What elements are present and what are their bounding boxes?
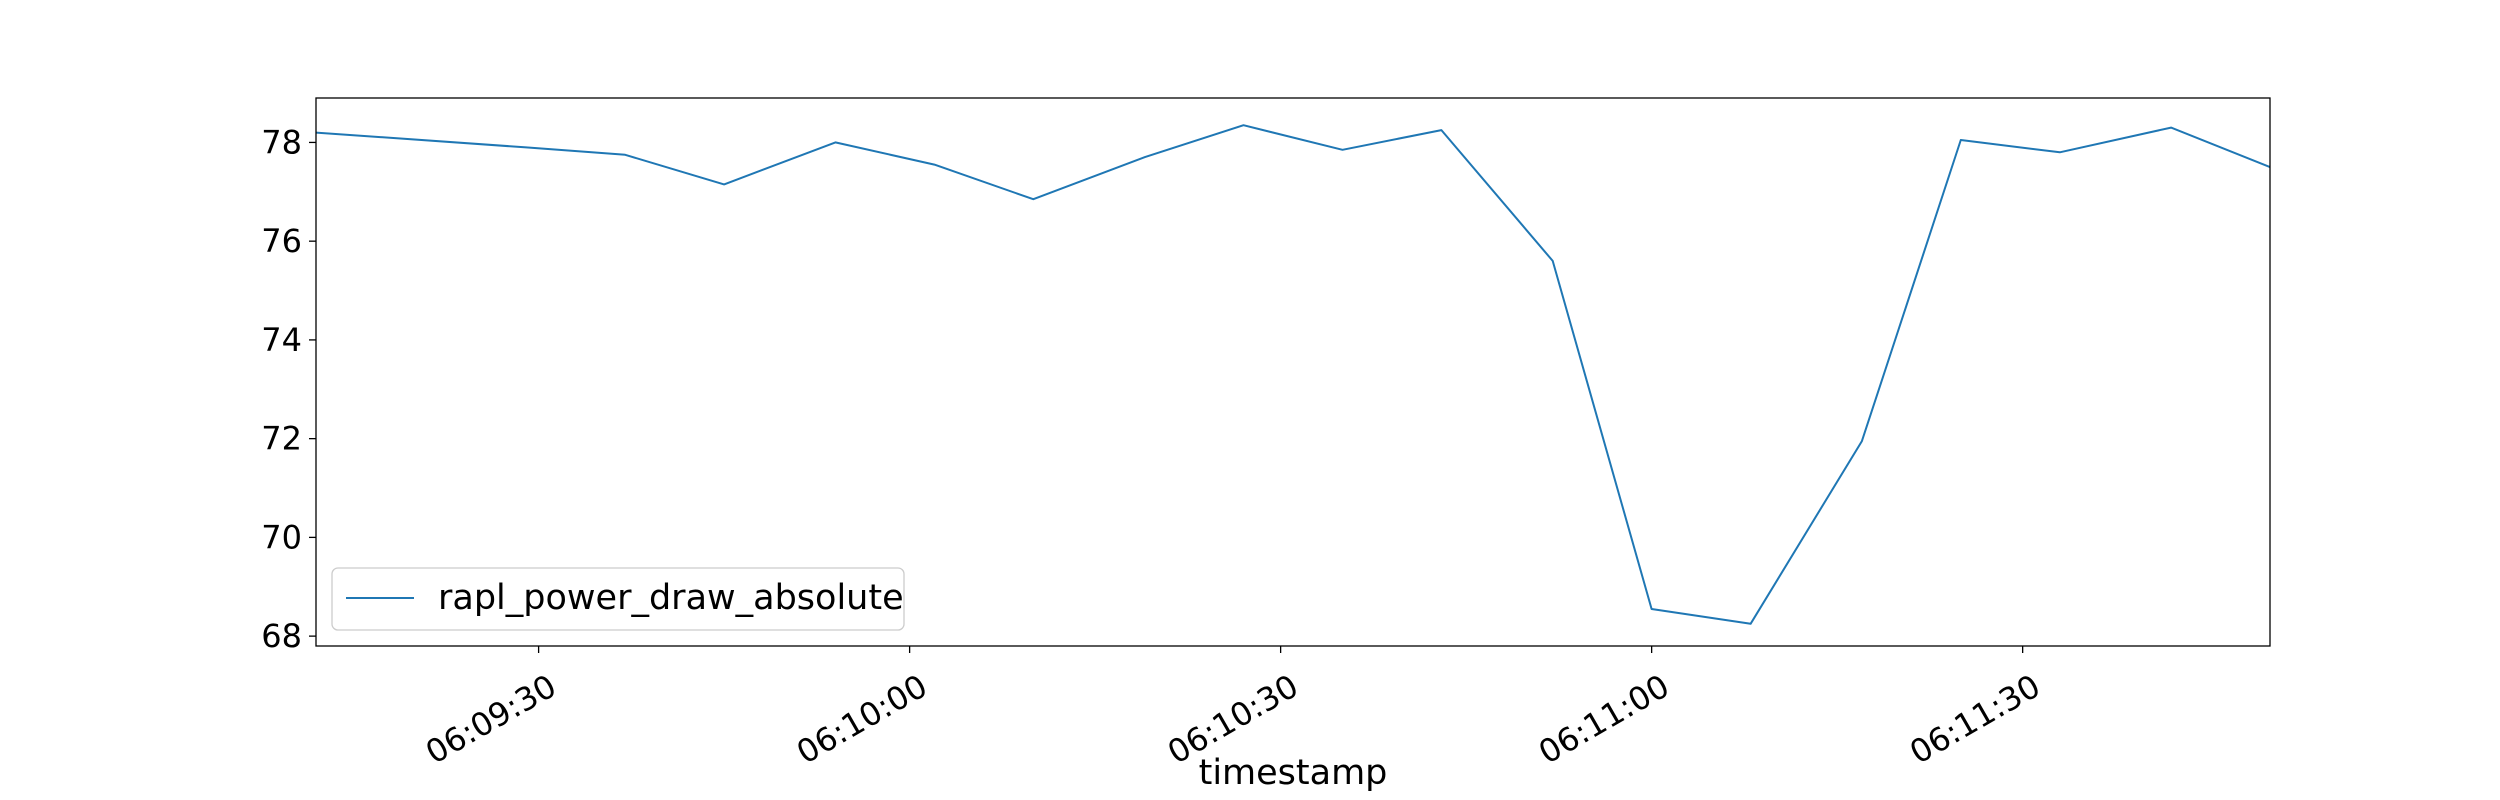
legend-label: rapl_power_draw_absolute: [438, 578, 904, 618]
y-tick-label: 72: [261, 420, 302, 458]
series-line-rapl_power_draw_absolute: [316, 124, 2270, 625]
y-tick-label: 74: [261, 321, 302, 359]
y-tick-label: 76: [261, 222, 302, 260]
x-axis-title: timestamp: [1199, 753, 1388, 793]
legend: rapl_power_draw_absolute: [331, 567, 905, 631]
plot-area-frame: [315, 97, 2271, 647]
legend-box: [331, 567, 905, 631]
y-tick-label: 68: [261, 617, 302, 655]
y-axis: 68 70 72 74 76 78: [261, 123, 316, 655]
y-tick-label: 78: [261, 123, 302, 161]
y-tick-label: 70: [261, 518, 302, 556]
series-layer: [316, 124, 2270, 625]
